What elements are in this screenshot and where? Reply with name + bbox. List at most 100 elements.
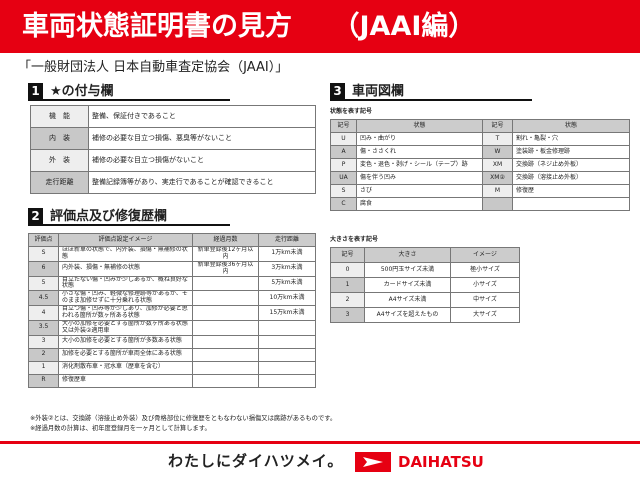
table-cell: 機 能	[30, 105, 89, 128]
table-cell: 1	[330, 277, 365, 293]
table-cell: 加修を必要とする箇所が車両全体にある状態	[58, 347, 193, 362]
table-cell: S	[330, 184, 357, 198]
table-cell: 補修の必要な目立つ損傷がないこと	[88, 149, 316, 172]
table-cell: 4.5	[28, 290, 59, 307]
table-row: R 修復歴車	[28, 373, 316, 388]
table-cell	[512, 197, 630, 211]
table-cell: 5万km未満	[258, 275, 316, 292]
table-cell: 傷を伴う凹み	[356, 171, 483, 185]
table-cell: 修復歴車	[58, 373, 193, 388]
table-row: A 傷・ささくれ W 塗装跡・板金修理跡	[330, 145, 630, 159]
table-row: 走行距離 整備記録簿等があり、実走行であることが確認できること	[30, 171, 316, 194]
star-table: 機 能整備、保証付きであること内 装補修の必要な目立つ損傷、悪臭等がないこと外 …	[30, 105, 316, 194]
table-row: 6 内外装、損傷・無補修の状態 新車登録後36ヶ月以内 3万km未満	[28, 260, 316, 277]
table-cell: UA	[330, 171, 357, 185]
table-cell: さび	[356, 184, 483, 198]
table-cell: 変色・退色・剥げ・シール（テープ）跡	[356, 158, 483, 172]
table-cell: 極小サイズ	[450, 262, 520, 278]
table-cell: 傷・ささくれ	[356, 145, 483, 159]
table-cell: C	[330, 197, 357, 211]
table-row: UA 傷を伴う凹み XM② 交換跡（溶接止め外板）	[330, 171, 630, 185]
table-cell: 凹み・曲がり	[356, 132, 483, 146]
table-cell: 内 装	[30, 127, 89, 150]
table-cell: 補修の必要な目立つ損傷、悪臭等がないこと	[88, 127, 316, 150]
daihatsu-logo-icon	[355, 452, 391, 472]
section-number: 1	[28, 83, 43, 99]
table-cell	[192, 334, 259, 349]
table-row: 1 カードサイズ未満 小サイズ	[330, 277, 520, 293]
section-3-header: 3 車両図欄	[330, 83, 532, 101]
page-title: 車両状態証明書の見方 （JAAI編）	[0, 0, 640, 53]
table-cell: 整備、保証付きであること	[88, 105, 316, 128]
table-row: 3 A4サイズを超えたもの 大サイズ	[330, 307, 520, 323]
state-label: 状態を表す記号	[330, 108, 373, 115]
table-cell: 4	[28, 305, 59, 321]
table-cell: A4サイズ未満	[364, 292, 451, 308]
brand-name: DAIHATSU	[398, 453, 484, 471]
table-cell: 1万km未満	[258, 246, 316, 262]
table-cell: 3	[330, 307, 365, 323]
table-row: 4.5 小さな傷・凹み、軽微な修理跡等があるが、そのまま加修せずに十分乗れる状態 1…	[28, 290, 316, 307]
table-row: 機 能整備、保証付きであること	[30, 105, 316, 128]
table-header: イメージ	[450, 247, 520, 263]
table-cell: 2	[28, 347, 59, 362]
table-cell: 2	[330, 292, 365, 308]
table-cell	[192, 290, 259, 307]
state-symbol-table: 記号 状態 記号 状態 U 凹み・曲がり T 割れ・亀裂・穴 A 傷・ささくれ W 塗装跡・板金修理跡…	[330, 119, 630, 211]
table-header: 記号	[330, 119, 357, 133]
table-cell	[258, 334, 316, 349]
table-cell: XM②	[482, 171, 513, 185]
table-cell	[258, 360, 316, 375]
table-cell: 小サイズ	[450, 277, 520, 293]
table-header: 記号	[482, 119, 513, 133]
table-header: 大きさ	[364, 247, 451, 263]
table-cell	[258, 319, 316, 336]
table-cell: 割れ・亀裂・穴	[512, 132, 630, 146]
table-cell: 外 装	[30, 149, 89, 172]
table-row: 5 目立たない傷・凹みが少しあるが、概ね良好な状態 5万km未満	[28, 275, 316, 292]
table-cell: 目立たない傷・凹みが少しあるが、概ね良好な状態	[58, 275, 193, 292]
table-cell: 中サイズ	[450, 292, 520, 308]
section-1-header: 1 ★の付与欄	[28, 83, 230, 101]
table-cell: A4サイズを超えたもの	[364, 307, 451, 323]
table-cell: 塗装跡・板金修理跡	[512, 145, 630, 159]
table-cell: 目立つ傷・凹み等が少しあり、加修が必要と思われる箇所が数ヶ所ある状態	[58, 305, 193, 321]
table-header: 記号	[330, 247, 365, 263]
note: ※外装②とは、交換跡（溶接止め外装）及び骨格部位に修復歴をともなわない損傷又は腐…	[30, 415, 337, 422]
table-row: 外 装補修の必要な目立つ損傷がないこと	[30, 149, 316, 172]
table-cell: W	[482, 145, 513, 159]
table-row: 4 目立つ傷・凹み等が少しあり、加修が必要と思われる箇所が数ヶ所ある状態 15万km…	[28, 305, 316, 321]
table-header: 状態	[512, 119, 630, 133]
table-header: 状態	[356, 119, 483, 133]
table-cell: 500円玉サイズ未満	[364, 262, 451, 278]
table-cell	[192, 347, 259, 362]
evaluation-table: 評価点 評価点設定イメージ 経過月数 走行距離 S ほぼ新車の状態で、内外装、損傷・無補修…	[28, 233, 316, 388]
table-row: 2 A4サイズ未満 中サイズ	[330, 292, 520, 308]
notes: ※外装②とは、交換跡（溶接止め外装）及び骨格部位に修復歴をともなわない損傷又は腐…	[30, 414, 630, 434]
table-cell: 3.5	[28, 319, 59, 336]
table-cell: 3万km未満	[258, 260, 316, 277]
table-cell: U	[330, 132, 357, 146]
table-row: S さび M 修復歴	[330, 184, 630, 198]
table-cell: S	[28, 246, 59, 262]
table-header: 評価点	[28, 233, 59, 247]
table-cell: 交換跡（ネジ止め外板）	[512, 158, 630, 172]
table-cell: 新車登録後36ヶ月以内	[192, 260, 259, 277]
table-cell: 大サイズ	[450, 307, 520, 323]
table-row: 内 装補修の必要な目立つ損傷、悪臭等がないこと	[30, 127, 316, 150]
table-cell	[192, 319, 259, 336]
table-header: 経過月数	[192, 233, 259, 247]
table-cell: R	[28, 373, 59, 388]
table-cell	[192, 305, 259, 321]
table-row: S ほぼ新車の状態で、内外装、損傷・無補修の状態 新車登録後12ヶ月以内 1万km未満	[28, 246, 316, 262]
table-cell: A	[330, 145, 357, 159]
table-header: 評価点設定イメージ	[58, 233, 193, 247]
slogan-logo: わたしにダイハツメイ。	[168, 452, 344, 470]
table-cell	[482, 197, 513, 211]
table-cell: 整備記録簿等があり、実走行であることが確認できること	[88, 171, 316, 194]
table-cell: 内外装、損傷・無補修の状態	[58, 260, 193, 277]
table-row: C 腐食	[330, 197, 630, 211]
table-cell	[258, 373, 316, 388]
table-cell: 5	[28, 275, 59, 292]
table-cell	[258, 347, 316, 362]
